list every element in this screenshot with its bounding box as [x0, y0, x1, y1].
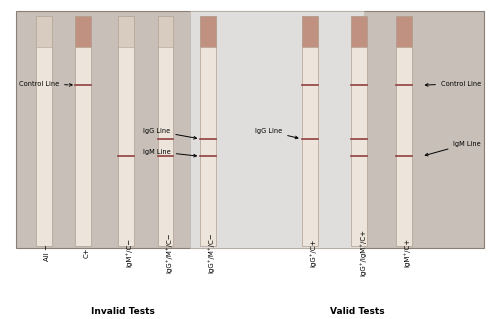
Text: Valid Tests: Valid Tests — [330, 307, 384, 316]
Text: Control Line: Control Line — [426, 81, 481, 86]
Text: C+: C+ — [84, 248, 89, 258]
Text: IgM⁺/C−: IgM⁺/C− — [126, 238, 132, 267]
Bar — [190, 11, 364, 248]
Text: IgM Line: IgM Line — [143, 149, 197, 157]
Bar — [396, 16, 412, 247]
Bar — [118, 16, 134, 47]
Bar — [158, 16, 174, 247]
Bar — [352, 16, 368, 47]
Text: IgG⁺/M⁺/C−: IgG⁺/M⁺/C− — [208, 233, 214, 273]
Bar — [302, 16, 318, 247]
Text: IgM Line: IgM Line — [426, 141, 481, 156]
Text: IgG⁺/IgM⁺/C+: IgG⁺/IgM⁺/C+ — [360, 229, 366, 276]
Bar — [200, 16, 216, 247]
Text: IgG⁺/C+: IgG⁺/C+ — [310, 239, 316, 267]
Text: IgG Line: IgG Line — [255, 128, 298, 139]
Text: IgG⁺/M⁺/C−: IgG⁺/M⁺/C− — [166, 233, 172, 273]
Bar — [396, 16, 412, 47]
Bar — [352, 16, 368, 247]
Text: Invalid Tests: Invalid Tests — [92, 307, 155, 316]
Text: IgG Line: IgG Line — [143, 128, 197, 139]
Text: IgM⁺/C+: IgM⁺/C+ — [404, 238, 411, 267]
Bar — [16, 11, 483, 248]
Bar — [118, 16, 134, 247]
Bar — [76, 16, 92, 47]
Bar — [302, 16, 318, 47]
Text: All −: All − — [44, 244, 50, 261]
Bar — [36, 16, 52, 247]
Text: Control Line: Control Line — [19, 81, 72, 86]
Bar — [36, 16, 52, 47]
Bar — [76, 16, 92, 247]
Bar — [200, 16, 216, 47]
Bar — [158, 16, 174, 47]
